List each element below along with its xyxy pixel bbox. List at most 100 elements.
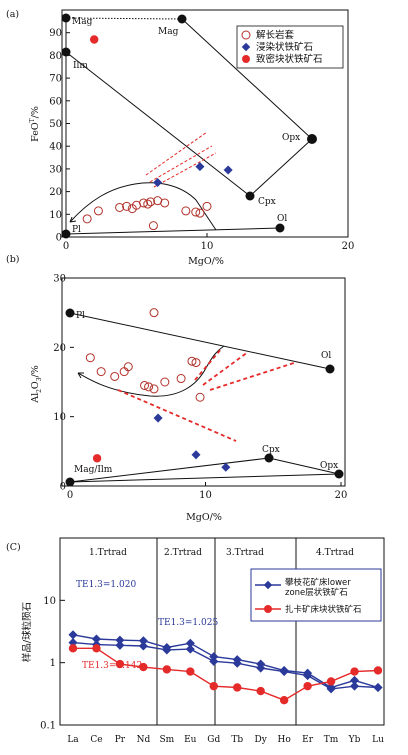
panel-c-legend-label-1-line-2: zone层状铁矿石	[285, 587, 348, 598]
panel-a-xtick-label-0: 0	[63, 241, 69, 252]
panel-b-point-s0-4	[119, 367, 129, 377]
panel-c-legend-box	[250, 568, 382, 622]
panel-c-point-s1-8	[256, 663, 266, 673]
panel-b-line-mag-cpx	[69, 457, 270, 483]
panel-c-legend-marker-2	[264, 605, 272, 613]
panel-a-trend-arrowhead	[69, 216, 77, 223]
panel-c-point-s2-9	[279, 695, 289, 705]
panel-c-annotation-3: TE1.3=1.142	[82, 661, 142, 671]
panel-b-point-s2-0	[92, 454, 102, 463]
panel-a-ytick-label-9: 90	[49, 28, 62, 39]
panel-b-point-s0-6	[140, 380, 150, 390]
panel-a-mineral-lines	[65, 17, 313, 235]
panel-a-point-s0-6	[139, 198, 149, 208]
panel-a-xlabel: MgO/%	[188, 256, 224, 267]
panel-a-label-pl: Pl	[72, 225, 81, 235]
panel-c-point-s1-7	[232, 658, 242, 668]
panel-c-ylabel: 样品/球粒陨石	[21, 602, 33, 662]
panel-b-point-s0-0	[149, 308, 159, 318]
panel-b-point-s0-12	[191, 358, 201, 368]
panel-c-xtick-label-10: Er	[302, 735, 314, 745]
panel-b-line-cpx-opx	[268, 457, 340, 475]
panel-c-xtick-label-6: Gd	[207, 735, 220, 745]
panel-b-ytick-label-0: 0	[60, 482, 66, 493]
panel-a-red-dashes	[145, 131, 217, 188]
panel-a-label-mag-1: Mag	[72, 17, 93, 27]
panel-c-xtick-label-13: Lu	[372, 735, 384, 745]
panel-a-trend-curve	[69, 182, 197, 223]
panel-c-xtick-label-8: Dy	[255, 735, 268, 745]
panel-b-label-opx: Opx	[320, 461, 338, 471]
panel-c-tetrad-1: 1.Trtrad	[89, 548, 127, 558]
panel-c-series-line-2	[73, 647, 379, 701]
panel-b-ol-dot	[325, 364, 335, 374]
panel-a-legend: 解长岩套 浸染状铁矿石 致密块状铁矿石	[236, 25, 344, 69]
panel-b-label-mag-ilm: Mag/Ilm	[74, 465, 113, 475]
panel-b-xtick-label-1: 10	[199, 490, 212, 501]
panel-c-annotation-1: TE1.3=1.020	[76, 580, 136, 590]
panel-b-xtick-label-0: 0	[67, 490, 73, 501]
panel-c-point-s0-6	[209, 652, 219, 662]
panel-b-trend-curve	[77, 345, 225, 397]
panel-b-point-s0-2	[96, 367, 106, 377]
panel-c-xtick-label-4: Sm	[159, 735, 174, 745]
panel-b-point-s0-1	[85, 353, 95, 363]
panel-b-frame	[61, 277, 346, 487]
panel-a-point-s0-1	[93, 206, 103, 216]
panel-a-point-s0-7	[143, 199, 153, 209]
panel-a-legend-label-3: 致密块状铁矿石	[256, 53, 323, 65]
panel-c-point-s2-2	[115, 659, 125, 669]
panel-a-ytick-label-5: 50	[49, 119, 62, 130]
panel-c-legend-label-1-line-1: 攀枝花矿床lower	[285, 577, 351, 588]
panel-b-mineral-dots	[65, 308, 344, 487]
panel-b-mag-dot	[65, 477, 75, 487]
panel-a-mineral-labels: Mag Mag Ilm Opx Cpx Ol Pl	[72, 17, 300, 235]
panel-b-points	[85, 308, 231, 472]
panel-a-legend-marker-3	[242, 55, 250, 63]
panel-a-label-opx: Opx	[282, 133, 300, 143]
panel-b-ytick-label-3: 30	[53, 274, 66, 285]
panel-c-xtick-label-0: La	[67, 735, 79, 745]
panel-a-label: (a)	[6, 9, 19, 20]
panel-c-legend: 攀枝花矿床lower zone层状铁矿石 扎卡矿床块状铁矿石	[250, 568, 382, 622]
panel-c-point-s2-7	[233, 683, 242, 692]
panel-a-frame	[61, 9, 349, 238]
panel-c-annotation-2: TE1.3=1.025	[158, 618, 218, 628]
panel-c-xtick-label-3: Nd	[137, 735, 151, 745]
panel-c-point-s0-3	[138, 636, 148, 646]
panel-c-annotations: TE1.3=1.020 TE1.3=1.025 TE1.3=1.142	[76, 580, 218, 671]
panel-b-point-s0-11	[187, 356, 197, 366]
panel-a-label-cpx: Cpx	[258, 197, 276, 207]
panel-c-point-s1-4	[162, 645, 172, 655]
panel-a-point-s1-0	[153, 177, 163, 188]
panel-b-cpx-dot	[264, 453, 274, 463]
panel-a-points	[82, 35, 233, 231]
panel-c-tetrad-4: 4.Trtrad	[316, 548, 354, 558]
panel-c-legend-label-1: 攀枝花矿床lower zone层状铁矿石	[285, 577, 351, 598]
panel-a-ticks: 0 10 20 0 10 20 30 40 50 60 70 80 90	[49, 28, 354, 252]
panel-c-xtick-label-12: Yb	[348, 735, 361, 745]
panel-b-mineral-lines	[69, 312, 340, 483]
panel-a-point-s1-2	[223, 165, 233, 175]
panel-a-ytick-label-8: 80	[49, 51, 62, 62]
panel-b-line-pl-ol	[69, 312, 331, 370]
panel-b-point-s1-1	[191, 450, 201, 460]
panel-a-ytick-label-6: 60	[49, 96, 62, 107]
panel-a-line-pl-ol	[65, 227, 281, 235]
panel-c-ytick-label-1: 1	[50, 658, 56, 669]
panel-c-point-s1-11	[326, 684, 336, 694]
panel-b-red-dashes	[117, 347, 298, 442]
panel-a-point-s0-11	[148, 221, 158, 231]
panel-a-ytick-label-0: 0	[56, 233, 62, 244]
panel-a-mag-dot-1	[61, 13, 71, 23]
panel-a-point-s2-0	[90, 35, 99, 44]
panel-a-red-dash-2	[149, 145, 213, 183]
panel-a-line-opx-cpx	[249, 138, 313, 197]
panel-b-label-cpx: Cpx	[262, 445, 280, 455]
panel-c-point-s1-2	[115, 640, 125, 650]
panel-b-ylabel: Al2O3/%	[30, 365, 43, 404]
panel-c-tetrad-3: 3.Trtrad	[226, 548, 264, 558]
panel-a-pl-dot	[61, 229, 71, 239]
panel-a-ylabel: FeOT/%	[29, 106, 41, 142]
